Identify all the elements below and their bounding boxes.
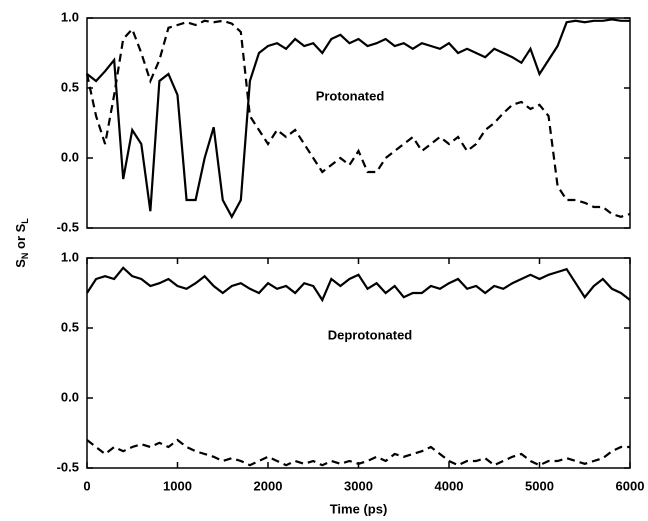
y-tick-label: 1.0: [61, 9, 79, 24]
y-tick-label: 1.0: [61, 249, 79, 264]
y-label-part: S: [13, 259, 28, 268]
plot-frame: [86, 257, 631, 469]
x-tick-label: 1000: [163, 478, 192, 493]
plot-frame: [86, 17, 631, 229]
x-tick-label: 0: [83, 478, 90, 493]
data-line: [86, 438, 630, 467]
x-tick-label: 6000: [616, 478, 645, 493]
y-tick-label: -0.5: [57, 219, 79, 234]
y-label-part: or S: [13, 223, 28, 252]
y-tick-label: 0.5: [61, 319, 79, 334]
y-label-part: N: [20, 253, 30, 260]
annotation: Deprotonated: [328, 327, 413, 342]
data-line: [85, 19, 631, 218]
y-tick-label: 0.0: [61, 389, 79, 404]
y-tick-label: 0.5: [61, 79, 79, 94]
x-axis-label: Time (ps): [330, 501, 388, 516]
data-line: [86, 266, 631, 303]
x-tick-label: 2000: [254, 478, 283, 493]
x-tick-label: 4000: [435, 478, 464, 493]
y-tick-label: 0.0: [61, 149, 79, 164]
annotation: Protonated: [316, 88, 385, 103]
y-axis-label: SN or SL: [13, 218, 30, 268]
y-label-part: L: [20, 218, 30, 224]
x-tick-label: 3000: [344, 478, 373, 493]
data-line: [86, 18, 630, 220]
y-tick-label: -0.5: [57, 459, 79, 474]
x-tick-label: 5000: [525, 478, 554, 493]
